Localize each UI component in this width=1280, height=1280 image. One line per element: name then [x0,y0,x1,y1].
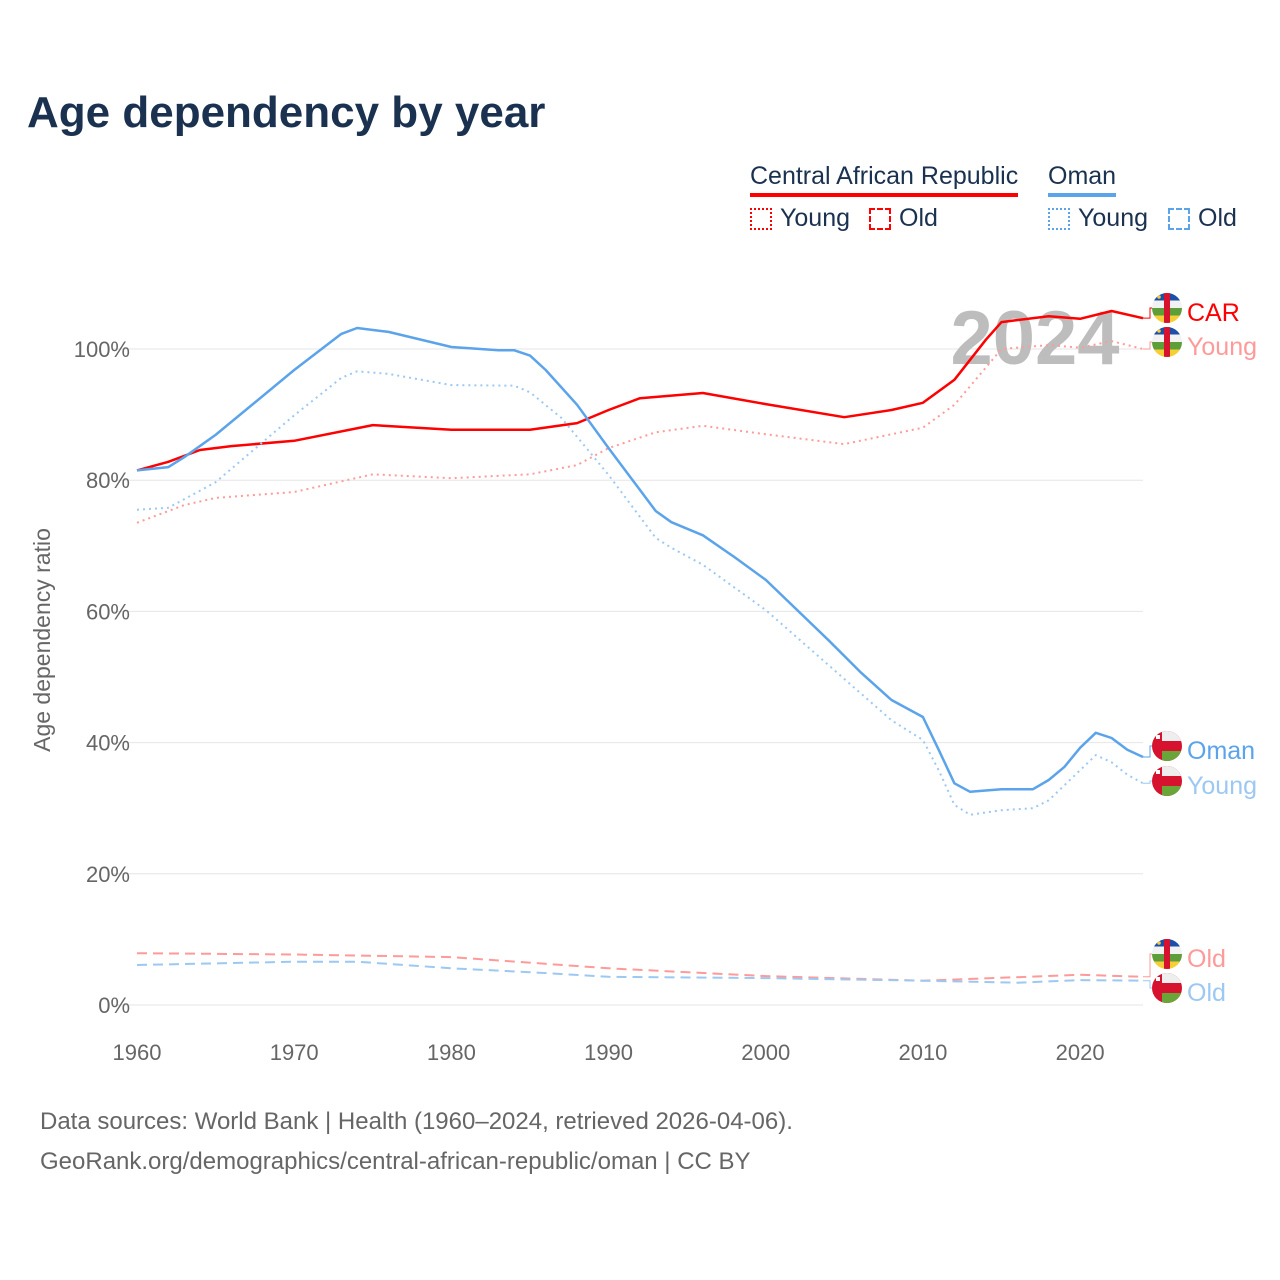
legend-label: Old [899,204,938,232]
car-flag-icon [1152,293,1182,323]
x-tick-label: 1990 [584,1040,633,1065]
flag-stripe [1162,731,1182,741]
legend-label: Young [1078,204,1148,232]
dotted-swatch-icon [1048,207,1070,230]
flag-star [1157,295,1161,299]
source-line-1: Data sources: World Bank | Health (1960–… [40,1108,793,1135]
series-line [136,952,1144,982]
series-line [136,960,1144,984]
flag-body [1152,766,1182,796]
legend-oman-old[interactable]: Old [1168,204,1237,233]
dashed-swatch-icon [1168,207,1190,230]
legend-label: Old [1198,204,1237,232]
legend-oman-young[interactable]: Young [1048,204,1148,233]
legend-car-young[interactable]: Young [750,204,850,233]
flag-body [1152,327,1182,357]
legend-car[interactable]: Central African Republic [750,162,1019,197]
series-end-label: Oman [1187,737,1255,765]
legend-car-old[interactable]: Old [869,204,938,233]
flag-body [1152,293,1182,323]
series-line [136,340,1144,524]
legend-label: Young [780,204,850,232]
y-axis-label: Age dependency ratio [29,528,55,752]
y-tick-label: 80% [86,468,130,493]
oman-flag-icon [1152,731,1182,761]
flag-stripe [1164,327,1170,357]
flag-stripe [1162,766,1182,776]
flag-body [1152,939,1182,969]
oman-flag-icon [1152,973,1182,1003]
series-end-label: Young [1187,772,1257,800]
flag-stripe [1162,786,1182,796]
series-line [136,326,1144,794]
series-end-label: CAR [1187,299,1240,327]
flag-star [1157,329,1161,333]
x-tick-label: 2020 [1056,1040,1105,1065]
flag-emblem [1156,735,1160,739]
chart-title: Age dependency by year [27,88,546,137]
flag-emblem [1156,977,1160,981]
x-tick-label: 1960 [113,1040,162,1065]
y-tick-label: 40% [86,731,130,756]
x-tick-label: 2010 [898,1040,947,1065]
flag-body [1152,973,1182,1003]
y-tick-label: 100% [74,337,130,362]
x-tick-label: 1970 [270,1040,319,1065]
flag-stripe [1164,293,1170,323]
flag-star [1157,941,1161,945]
flag-stripe [1162,751,1182,761]
source-line-2[interactable]: GeoRank.org/demographics/central-african… [40,1148,751,1175]
x-tick-label: 1980 [427,1040,476,1065]
flag-stripe [1164,939,1170,969]
y-tick-label: 60% [86,599,130,624]
series-end-label: Old [1187,979,1226,1007]
flag-body [1152,731,1182,761]
dotted-swatch-icon [750,207,772,230]
y-tick-label: 20% [86,862,130,887]
dashed-swatch-icon [869,207,891,230]
y-tick-label: 0% [98,993,130,1018]
legend-oman[interactable]: Oman [1048,162,1117,197]
flag-emblem [1156,770,1160,774]
flag-stripe [1162,993,1182,1003]
series-end-label: Old [1187,945,1226,973]
flag-stripe [1162,973,1182,983]
car-flag-icon [1152,939,1182,969]
oman-flag-icon [1152,766,1182,796]
series-line [136,309,1144,472]
car-flag-icon [1152,327,1182,357]
x-tick-label: 2000 [741,1040,790,1065]
series-end-label: Young [1187,333,1257,361]
series-line [136,370,1144,816]
year-watermark: 2024 [950,296,1119,381]
